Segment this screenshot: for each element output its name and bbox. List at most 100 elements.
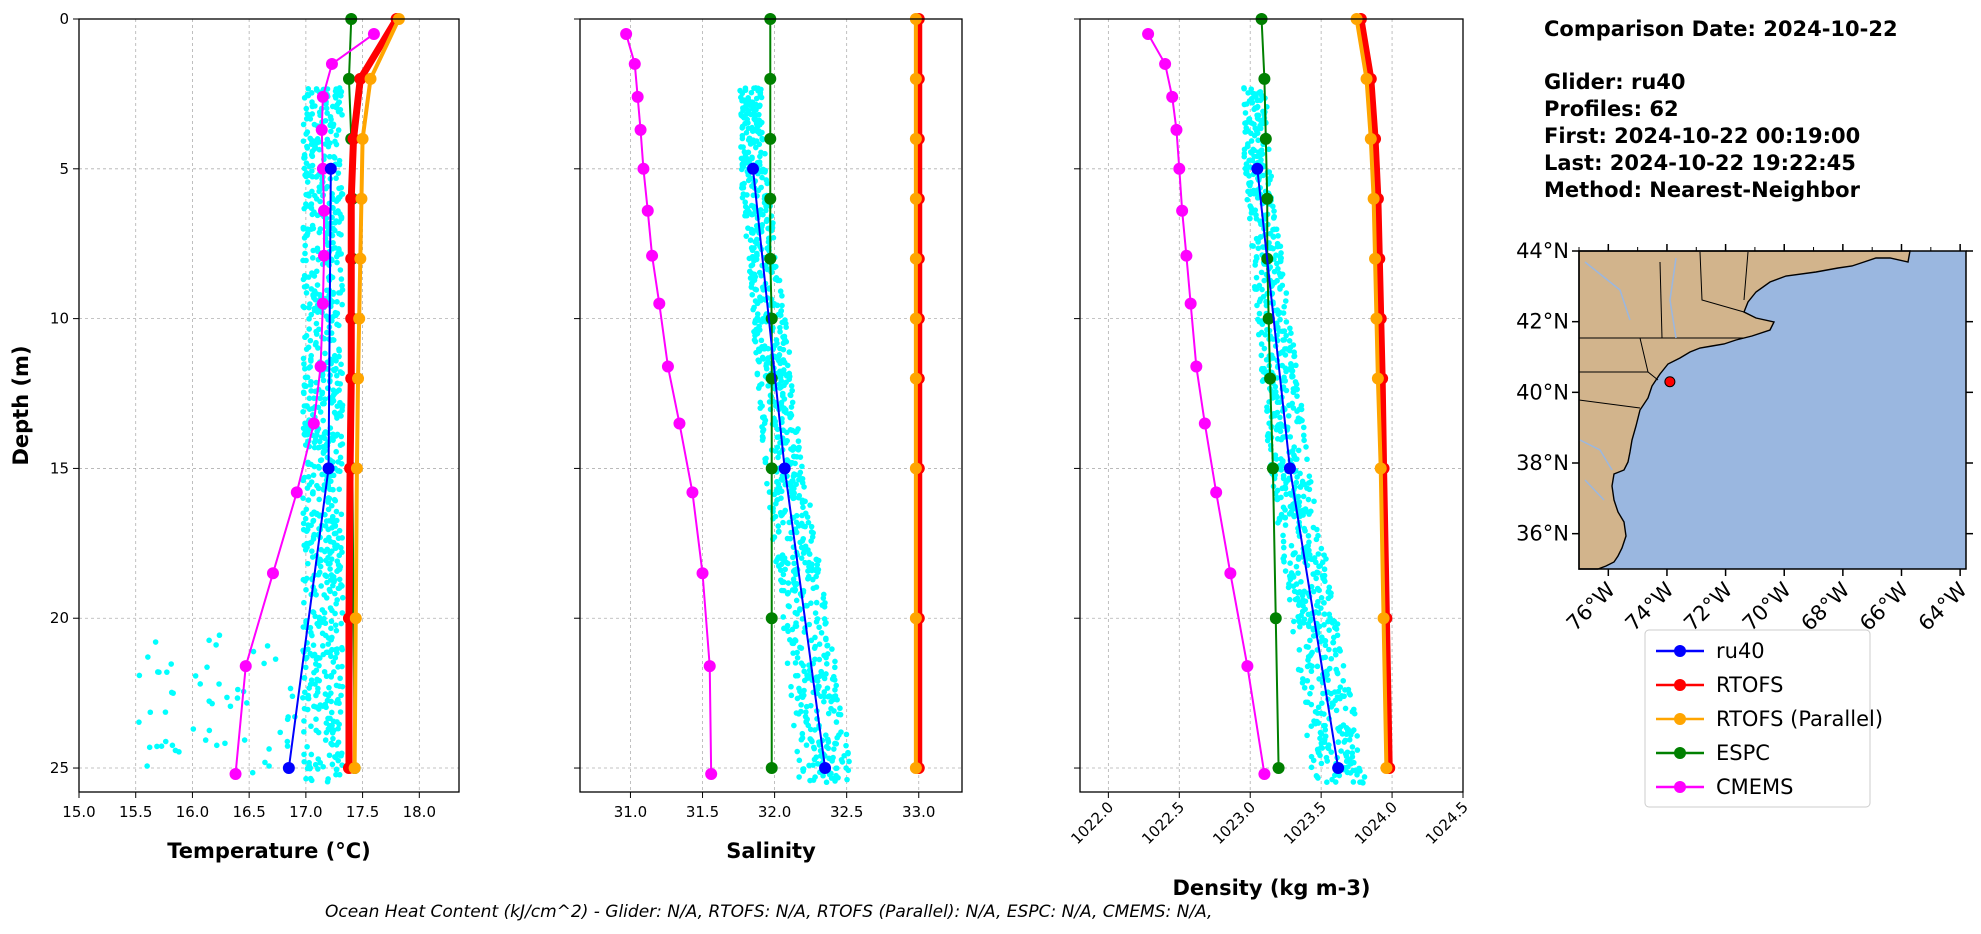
glider-scatter-point — [332, 209, 339, 216]
glider-scatter-point — [1301, 437, 1307, 444]
legend-label: RTOFS (Parallel) — [1716, 707, 1883, 731]
glider-scatter-point — [310, 609, 317, 616]
glider-scatter-point — [810, 530, 816, 536]
glider-scatter-point — [301, 729, 307, 735]
glider-scatter-point — [822, 600, 828, 606]
glider-scatter-point — [779, 293, 785, 299]
glider-scatter-point — [1246, 98, 1253, 104]
glider-scatter-point — [303, 775, 309, 782]
glider-scatter-point — [1253, 254, 1260, 260]
glider-scatter-point — [333, 508, 340, 515]
glider-scatter-point — [1252, 258, 1259, 265]
glider-scatter-point — [1290, 583, 1297, 589]
glider-scatter-point — [1291, 353, 1298, 359]
glider-scatter-point — [1258, 157, 1264, 163]
glider-scatter-point — [333, 448, 339, 455]
glider-scatter-point — [309, 255, 316, 261]
glider-scatter-point — [249, 769, 256, 776]
glider-scatter-point — [312, 661, 319, 667]
glider-scatter-point — [330, 431, 336, 438]
glider-scatter-point — [204, 664, 210, 670]
glider-scatter-point — [806, 762, 812, 769]
glider-scatter-point — [272, 656, 279, 662]
glider-scatter-point — [331, 154, 337, 160]
glider-scatter-point — [1294, 386, 1300, 393]
glider-scatter-point — [324, 110, 330, 116]
glider-scatter-point — [1324, 779, 1330, 785]
glider-scatter-point — [1313, 575, 1319, 582]
data-point-rtofs-parallel — [364, 72, 377, 85]
glider-scatter-point — [1259, 286, 1265, 293]
glider-scatter-point — [321, 400, 327, 407]
glider-scatter-point — [759, 135, 765, 142]
glider-scatter-point — [300, 520, 307, 527]
glider-scatter-point — [304, 485, 311, 491]
glider-scatter-point — [330, 398, 337, 404]
glider-scatter-point — [797, 644, 803, 651]
axes-frame — [1079, 18, 1464, 793]
glider-scatter-point — [300, 389, 307, 396]
glider-scatter-point — [1315, 551, 1322, 557]
glider-scatter-point — [305, 560, 311, 567]
glider-scatter-point — [301, 383, 308, 389]
glider-scatter-point — [837, 705, 843, 712]
glider-scatter-point — [331, 352, 338, 359]
glider-scatter-point — [333, 412, 340, 418]
glider-scatter-point — [1259, 151, 1266, 157]
glider-scatter-point — [301, 705, 308, 712]
glider-scatter-point — [300, 121, 307, 128]
glider-scatter-point — [1318, 545, 1325, 552]
glider-scatter-point — [306, 163, 313, 169]
glider-scatter-point — [1302, 528, 1308, 534]
glider-scatter-point — [773, 337, 780, 343]
data-point-ru40 — [282, 762, 295, 775]
glider-scatter-point — [334, 102, 340, 108]
glider-scatter-point — [1282, 522, 1289, 528]
glider-scatter-point — [1303, 508, 1310, 515]
glider-scatter-point — [318, 434, 325, 441]
glider-scatter-point — [1291, 512, 1297, 519]
glider-scatter-point — [308, 522, 314, 529]
glider-scatter-point — [1314, 526, 1320, 533]
glider-scatter-point — [751, 108, 758, 115]
glider-scatter-point — [743, 111, 750, 117]
glider-scatter-point — [301, 304, 308, 311]
glider-scatter-point — [814, 561, 821, 568]
data-point-rtofs-parallel — [352, 372, 365, 385]
glider-scatter-point — [289, 693, 296, 700]
glider-scatter-point — [1278, 273, 1284, 280]
glider-scatter-point — [750, 103, 757, 109]
glider-scatter-point — [1325, 677, 1331, 683]
data-point-espc — [764, 252, 777, 265]
glider-scatter-point — [744, 116, 751, 123]
glider-scatter-point — [816, 641, 823, 648]
glider-scatter-point — [1254, 97, 1261, 104]
glider-scatter-point — [792, 637, 799, 644]
glider-scatter-point — [301, 758, 308, 765]
glider-scatter-point — [327, 486, 333, 493]
glider-scatter-point — [1349, 750, 1356, 756]
glider-scatter-point — [791, 453, 798, 460]
series-line-rtofs — [1357, 18, 1393, 769]
data-point-cmems — [1173, 162, 1186, 175]
data-point-rtofs-parallel — [355, 192, 368, 205]
glider-scatter-point — [301, 718, 307, 724]
glider-scatter-point — [807, 726, 814, 733]
glider-scatter-point — [784, 429, 790, 436]
glider-scatter-point — [738, 112, 745, 119]
glider-scatter-point — [1296, 602, 1302, 608]
series-line-rtofs — [345, 17, 400, 769]
glider-scatter-point — [323, 537, 329, 544]
glider-scatter-point — [328, 709, 335, 716]
glider-scatter-point — [789, 459, 795, 466]
glider-scatter-point — [825, 710, 832, 717]
data-point-rtofs-parallel — [348, 762, 361, 775]
glider-scatter-point — [758, 224, 765, 230]
series-line-rtofs-parallel — [352, 18, 401, 769]
x-tick-label: 33.0 — [902, 803, 935, 821]
glider-scatter-point — [771, 300, 778, 307]
glider-scatter-point — [758, 184, 764, 191]
glider-scatter-point — [261, 660, 267, 667]
glider-scatter-point — [793, 597, 800, 604]
glider-scatter-point — [315, 766, 321, 772]
